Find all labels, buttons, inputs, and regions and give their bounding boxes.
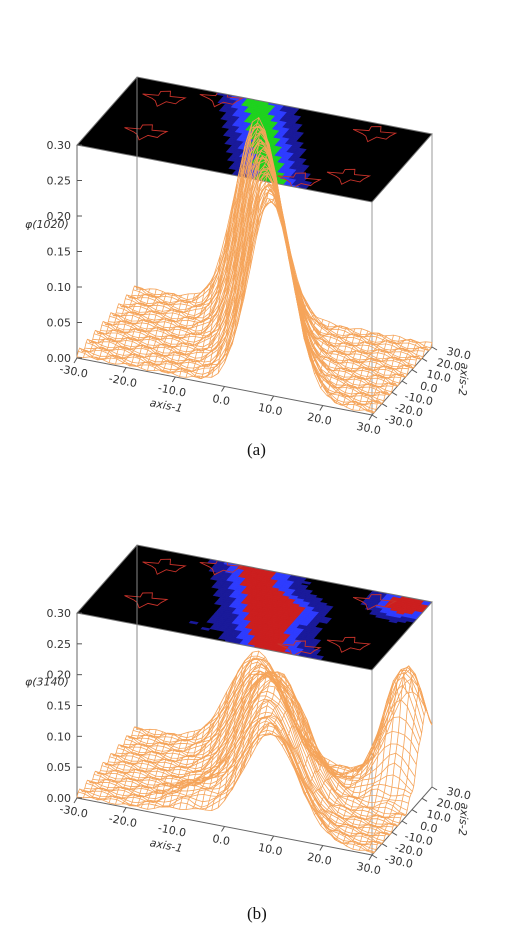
top-heatmap xyxy=(77,545,432,670)
z-tick: 0.05 xyxy=(47,761,82,774)
z-tick: 0.05 xyxy=(47,317,82,330)
y-tick-label: -10.0 xyxy=(403,390,434,409)
y-tick: 20.0 xyxy=(421,796,462,814)
surface-plot-a: 0.00 0.05 0.10 0.15 0.20 0.25 0.30 φ(1020) -30.0… xyxy=(25,76,472,437)
surface-plot-b: 0.00 0.05 0.10 0.15 0.20 0.25 0.30 φ(3140) -30.0… xyxy=(25,544,472,877)
z-tick-label: 0.25 xyxy=(47,638,72,651)
z-tick: 0.25 xyxy=(47,175,82,188)
z-tick-label: 0.05 xyxy=(47,761,72,774)
z-tick-label: 0.25 xyxy=(47,175,72,188)
x-tick-label: 30.0 xyxy=(355,420,382,437)
y-axis-title: axis-2 xyxy=(456,802,472,836)
z-tick: 0.15 xyxy=(47,246,82,259)
x-tick-label: 20.0 xyxy=(306,410,333,427)
y-tick: 20.0 xyxy=(421,356,462,374)
y-tick-label: -20.0 xyxy=(393,841,424,860)
x-tick-label: -30.0 xyxy=(58,802,88,820)
x-tick: -10.0 xyxy=(157,376,187,400)
x-axis-title: axis-1 xyxy=(149,836,184,855)
y-tick-label: 30.0 xyxy=(445,345,472,363)
z-tick-label: 0.15 xyxy=(47,246,72,259)
x-tick: 0.0 xyxy=(211,826,231,848)
y-tick: 0.0 xyxy=(401,379,439,396)
x-tick-label: 0.0 xyxy=(211,832,231,848)
x-tick: -30.0 xyxy=(58,797,89,821)
x-tick-label: -30.0 xyxy=(58,362,88,380)
y-tick-label: 10.0 xyxy=(425,367,452,385)
z-tick: 0.00 xyxy=(47,352,82,365)
z-tick-label: 0.00 xyxy=(47,792,72,805)
y-tick: -10.0 xyxy=(391,830,434,849)
y-tick-label: -30.0 xyxy=(383,852,414,871)
y-tick: 30.0 xyxy=(431,345,472,363)
x-tick-label: 10.0 xyxy=(257,401,284,418)
x-tick: -20.0 xyxy=(108,367,138,390)
z-axis-title: φ(1020) xyxy=(25,218,69,231)
z-tick: 0.25 xyxy=(47,638,82,651)
y-tick-label: -10.0 xyxy=(403,830,434,849)
y-tick: -30.0 xyxy=(371,412,414,431)
x-tick-label: -20.0 xyxy=(108,372,138,390)
x-tick: 20.0 xyxy=(306,405,333,428)
y-tick: 0.0 xyxy=(401,819,439,836)
z-tick: 0.20 xyxy=(47,669,82,682)
y-tick: 10.0 xyxy=(411,807,452,825)
z-tick: 0.15 xyxy=(47,700,82,713)
z-tick: 0.30 xyxy=(47,607,82,620)
z-tick-label: 0.10 xyxy=(47,281,72,294)
z-tick: 0.10 xyxy=(47,281,82,294)
panel-label-a: (a) xyxy=(247,440,266,459)
x-tick-label: -10.0 xyxy=(157,381,187,399)
wireframe-surface xyxy=(76,117,433,414)
y-tick-label: 0.0 xyxy=(419,819,439,835)
x-tick: 0.0 xyxy=(211,386,231,408)
x-tick: 30.0 xyxy=(355,414,382,437)
z-tick: 0.20 xyxy=(47,210,82,223)
x-tick-label: -10.0 xyxy=(157,821,187,839)
x-tick: 30.0 xyxy=(355,854,382,877)
z-tick-label: 0.05 xyxy=(47,317,72,330)
x-tick: -30.0 xyxy=(58,357,89,381)
y-tick: -30.0 xyxy=(371,852,414,871)
y-tick: -20.0 xyxy=(381,841,424,860)
x-axis-title: axis-1 xyxy=(149,396,184,415)
y-tick: -20.0 xyxy=(381,401,424,420)
y-tick-label: -20.0 xyxy=(393,401,424,420)
x-tick-label: 10.0 xyxy=(257,841,284,858)
y-tick-label: 20.0 xyxy=(435,356,462,374)
x-tick-label: 30.0 xyxy=(355,860,382,877)
z-tick-label: 0.30 xyxy=(47,139,72,152)
z-tick: 0.00 xyxy=(47,792,82,805)
z-tick-label: 0.30 xyxy=(47,607,72,620)
y-tick: -10.0 xyxy=(391,390,434,409)
z-axis-title: φ(3140) xyxy=(25,675,69,688)
z-tick-label: 0.15 xyxy=(47,700,72,713)
z-tick-label: 0.10 xyxy=(47,730,72,743)
x-tick-label: -20.0 xyxy=(108,812,138,830)
panel-label-b: (b) xyxy=(247,904,267,923)
x-tick-label: 0.0 xyxy=(211,392,231,408)
x-tick: 20.0 xyxy=(306,845,333,868)
y-tick-label: 30.0 xyxy=(445,785,472,803)
z-tick: 0.10 xyxy=(47,730,82,743)
y-tick-label: 10.0 xyxy=(425,807,452,825)
y-tick: 30.0 xyxy=(431,785,472,803)
x-tick: -20.0 xyxy=(108,807,138,830)
y-axis-title: axis-2 xyxy=(456,362,472,396)
z-tick-label: 0.20 xyxy=(47,210,72,223)
z-tick-label: 0.20 xyxy=(47,669,72,682)
y-tick-label: -30.0 xyxy=(383,412,414,431)
y-tick-label: 20.0 xyxy=(435,796,462,814)
x-tick: 10.0 xyxy=(257,395,284,418)
y-tick: 10.0 xyxy=(411,367,452,385)
x-tick-label: 20.0 xyxy=(306,850,333,867)
z-tick: 0.30 xyxy=(47,139,82,152)
z-tick-label: 0.00 xyxy=(47,352,72,365)
x-tick: 10.0 xyxy=(257,835,284,858)
y-tick-label: 0.0 xyxy=(419,379,439,395)
x-tick: -10.0 xyxy=(157,816,187,840)
wireframe-surface xyxy=(76,650,433,854)
